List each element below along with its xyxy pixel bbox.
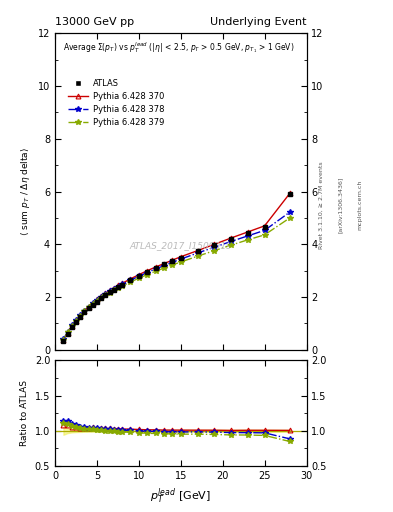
Y-axis label: Ratio to ATLAS: Ratio to ATLAS — [20, 380, 29, 446]
Text: Average $\Sigma(p_T)$ vs $p_T^{lead}$ ($|\eta|$ < 2.5, $p_T$ > 0.5 GeV, $p_{T_1}: Average $\Sigma(p_T)$ vs $p_T^{lead}$ ($… — [62, 39, 294, 55]
Y-axis label: $\langle$ sum $p_T$ / $\Delta\eta$ delta$\rangle$: $\langle$ sum $p_T$ / $\Delta\eta$ delta… — [19, 147, 32, 236]
Text: mcplots.cern.ch: mcplots.cern.ch — [358, 180, 363, 230]
X-axis label: $p_T^{lead}$ [GeV]: $p_T^{lead}$ [GeV] — [150, 486, 211, 506]
Legend: ATLAS, Pythia 6.428 370, Pythia 6.428 378, Pythia 6.428 379: ATLAS, Pythia 6.428 370, Pythia 6.428 37… — [64, 75, 167, 131]
Text: [arXiv:1306.3436]: [arXiv:1306.3436] — [338, 177, 343, 233]
Text: ATLAS_2017_I1509919: ATLAS_2017_I1509919 — [129, 241, 232, 250]
Text: 13000 GeV pp: 13000 GeV pp — [55, 16, 134, 27]
Text: Rivet 3.1.10, ≥ 2.7M events: Rivet 3.1.10, ≥ 2.7M events — [318, 161, 323, 249]
Text: Underlying Event: Underlying Event — [210, 16, 307, 27]
